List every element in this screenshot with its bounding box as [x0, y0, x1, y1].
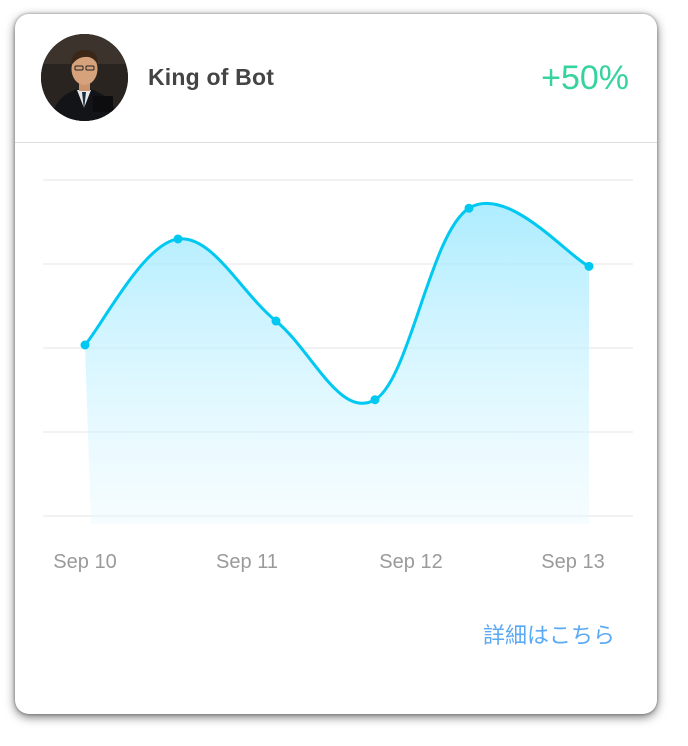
user-avatar-icon[interactable] — [41, 34, 128, 121]
bot-performance-card: King of Bot +50% Sep 10 Sep 11 Sep 12 Sep 1… — [15, 14, 657, 714]
data-point[interactable] — [371, 395, 380, 404]
performance-chart: Sep 10 Sep 11 Sep 12 Sep 13 — [15, 164, 657, 604]
data-point[interactable] — [81, 341, 90, 350]
x-tick-label: Sep 13 — [541, 551, 604, 573]
x-tick-label: Sep 10 — [53, 551, 116, 573]
data-point[interactable] — [585, 262, 594, 271]
chart-area-fill — [85, 203, 589, 524]
data-point[interactable] — [272, 317, 281, 326]
x-tick-label: Sep 12 — [379, 551, 442, 573]
data-point[interactable] — [174, 234, 183, 243]
user-name: King of Bot — [148, 64, 274, 91]
x-tick-label: Sep 11 — [216, 551, 278, 573]
data-point[interactable] — [465, 204, 474, 213]
chart-x-axis-labels: Sep 10 Sep 11 Sep 12 Sep 13 — [53, 551, 604, 573]
card-header: King of Bot +50% — [15, 14, 657, 143]
details-link[interactable]: 詳細はこちら — [483, 618, 615, 650]
gain-percentage: +50% — [541, 59, 629, 98]
